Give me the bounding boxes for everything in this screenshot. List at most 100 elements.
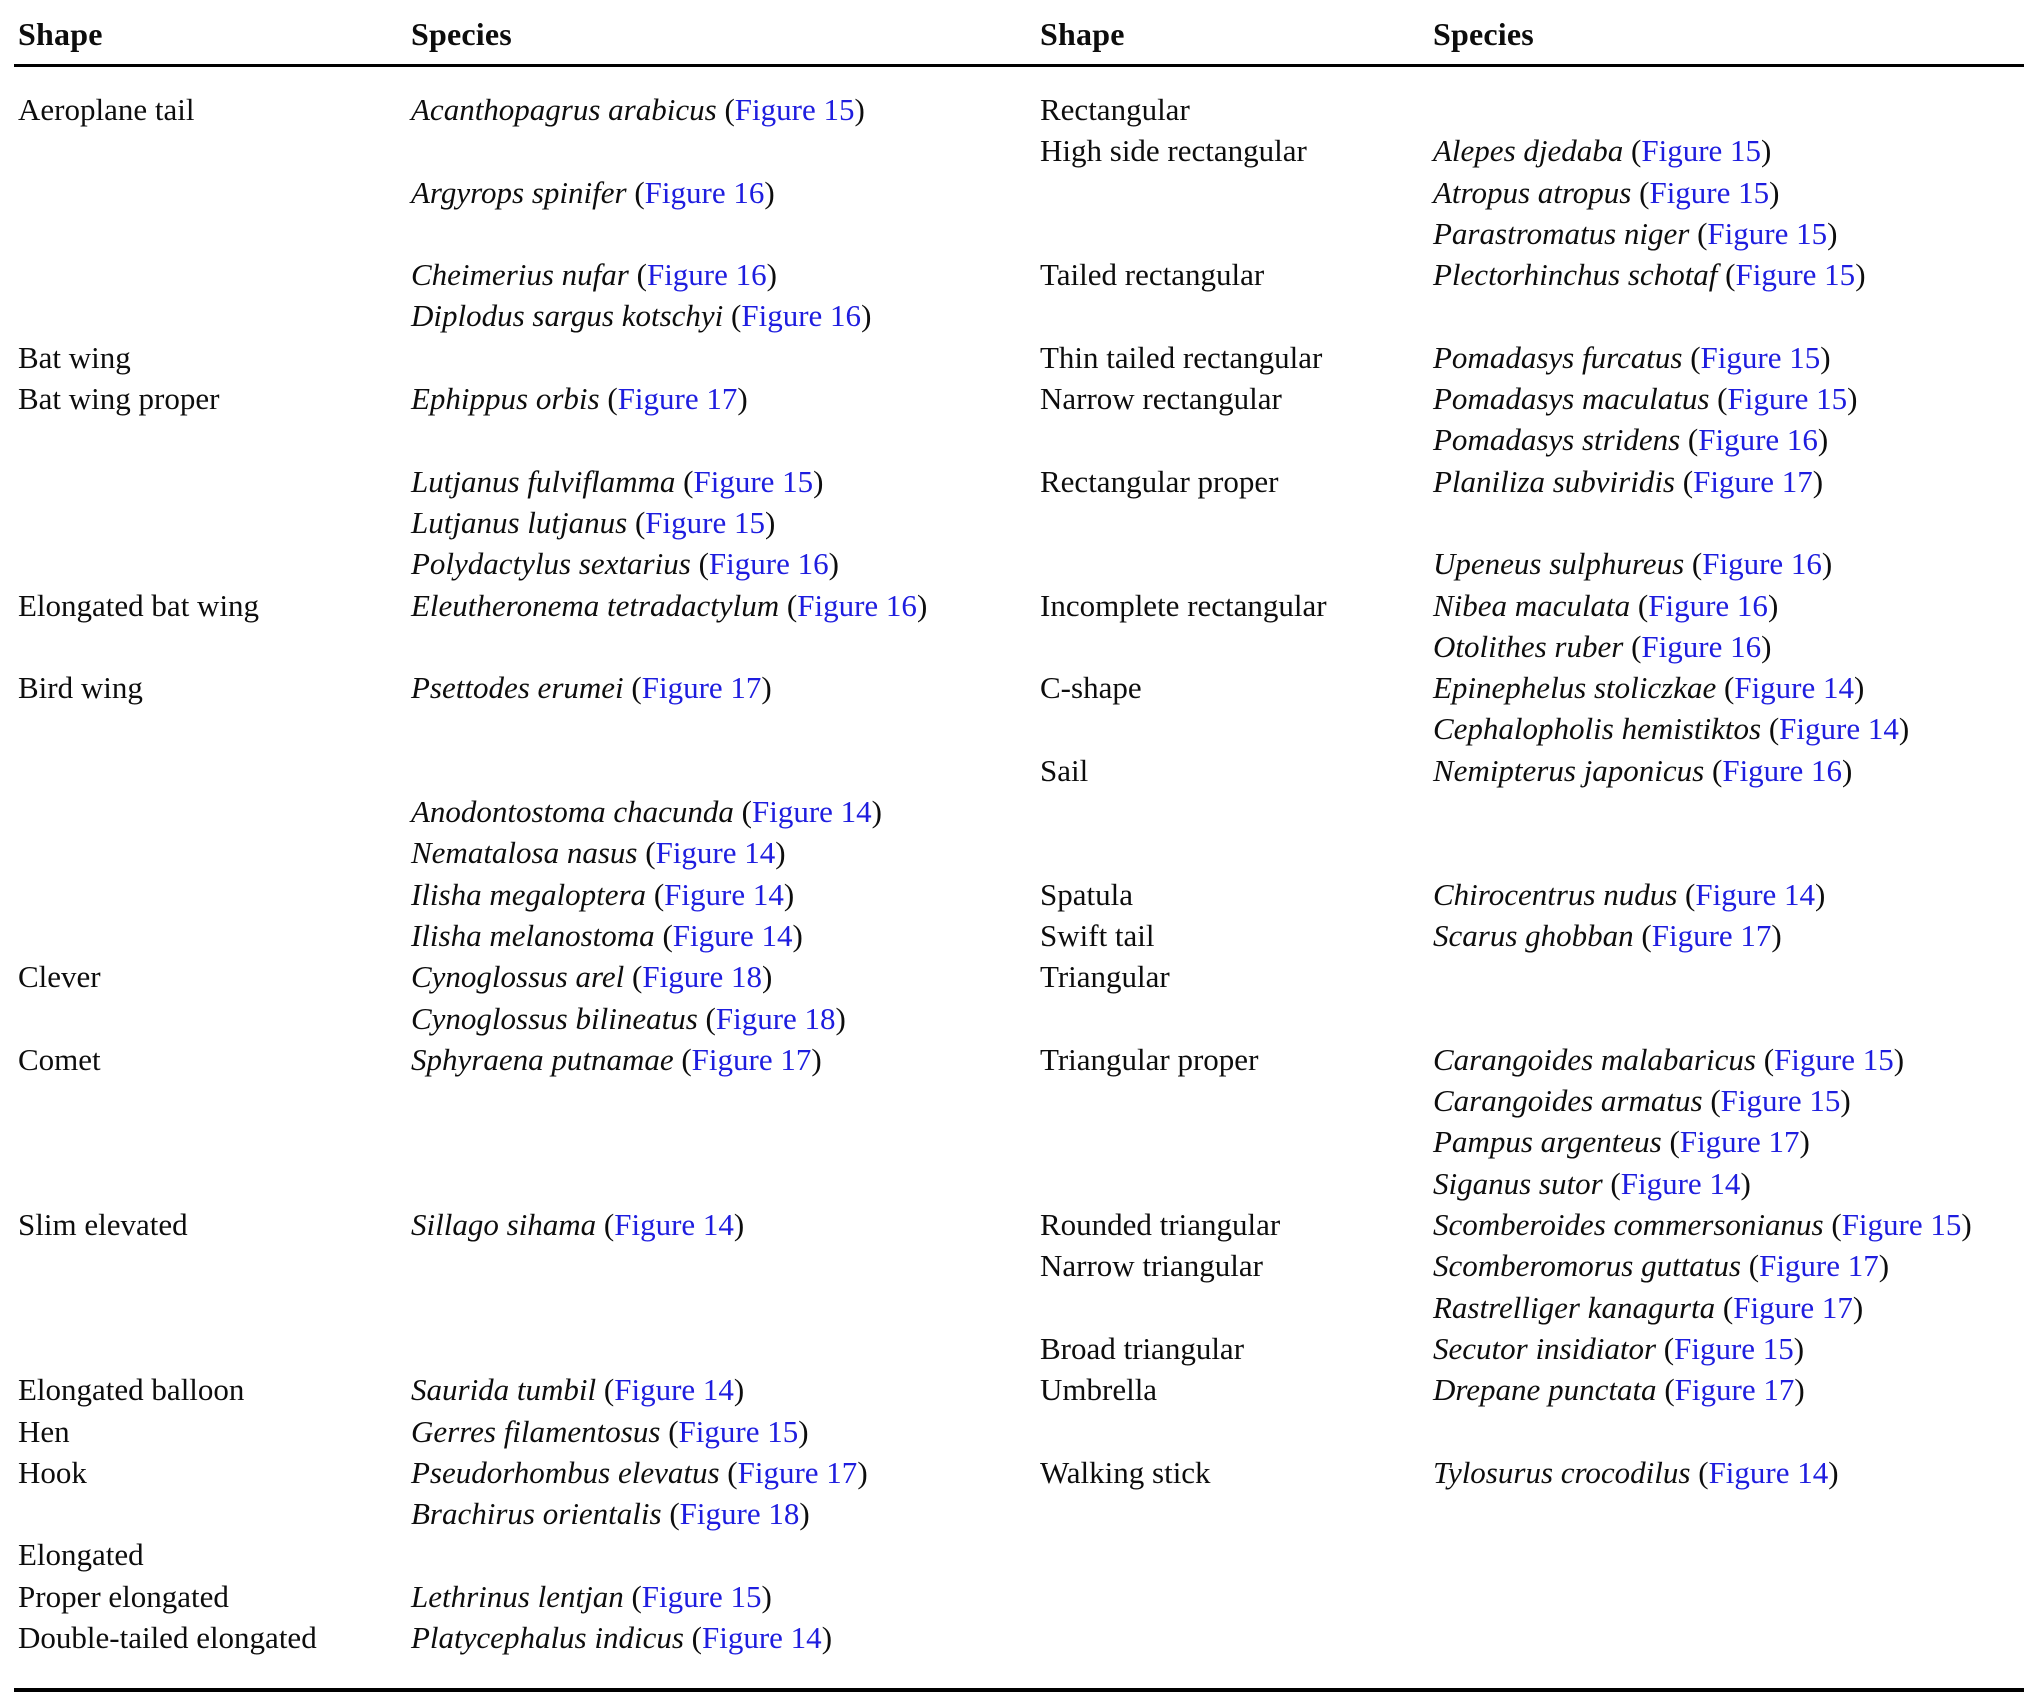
figure-link[interactable]: Figure 17 (1674, 1372, 1795, 1408)
open-paren: ( (1763, 1041, 1775, 1077)
species-cell-left: Sphyraena putnamae (Figure 17) (411, 1039, 1040, 1080)
figure-link[interactable]: Figure 16 (646, 257, 767, 293)
species-cell-left: Ephippus orbis (Figure 17) (411, 378, 1040, 419)
figure-link[interactable]: Figure 18 (715, 1000, 836, 1036)
figure-link[interactable]: Figure 17 (691, 1041, 812, 1077)
figure-link[interactable]: Figure 15 (734, 92, 855, 127)
open-paren: ( (662, 917, 673, 953)
figure-link[interactable]: Figure 16 (1641, 628, 1762, 664)
species-name: Otolithes ruber (1433, 628, 1624, 664)
close-paren: ) (1769, 174, 1780, 210)
figure-link[interactable]: Figure 15 (1674, 1330, 1794, 1366)
figure-link[interactable]: Figure 14 (614, 1372, 734, 1408)
close-paren: ) (1794, 1372, 1805, 1408)
shape-cell-left: Double-tailed elongated (18, 1617, 411, 1658)
figure-link[interactable]: Figure 14 (672, 917, 793, 953)
species-cell-right: Rastrelliger kanagurta (Figure 17) (1433, 1287, 2023, 1328)
figure-link[interactable]: Figure 17 (1679, 1124, 1800, 1160)
figure-link[interactable]: Figure 15 (1774, 1041, 1894, 1077)
shape-label: Tailed rectangular (1040, 257, 1265, 293)
figure-link[interactable]: Figure 15 (693, 463, 814, 499)
species-cell-left: () (411, 1121, 1040, 1162)
figure-link[interactable]: Figure 15 (1841, 1207, 1962, 1243)
open-paren: ( (603, 1372, 615, 1408)
figure-link[interactable]: Figure 16 (708, 546, 829, 582)
figure-link[interactable]: Figure 14 (664, 876, 784, 912)
shape-cell-left: Bat wing proper (18, 378, 411, 419)
figure-link[interactable]: Figure 16 (741, 298, 862, 334)
figure-link[interactable]: Figure 15 (641, 1578, 762, 1614)
open-paren: ( (731, 298, 742, 334)
figure-link[interactable]: Figure 17 (1693, 463, 1813, 499)
figure-link[interactable]: Figure 14 (655, 835, 776, 871)
species-cell-left: Ilisha megaloptera (Figure 14) (411, 874, 1040, 915)
open-paren: ( (668, 1413, 679, 1449)
figure-link[interactable]: Figure 14 (1779, 711, 1899, 747)
figure-link[interactable]: Figure 17 (1759, 1248, 1879, 1284)
figure-link[interactable]: Figure 16 (644, 174, 765, 210)
close-paren: ) (761, 1578, 772, 1614)
figure-link[interactable]: Figure 16 (1648, 587, 1768, 623)
species-cell-left: () (411, 419, 1040, 460)
figure-link[interactable]: Figure 17 (641, 670, 762, 706)
species-name: Rastrelliger kanagurta (1433, 1289, 1716, 1325)
shape-label: Triangular (1040, 959, 1170, 995)
figure-link[interactable]: Figure 17 (617, 381, 738, 417)
shape-label: Bat wing proper (18, 381, 220, 417)
shape-label: Incomplete rectangular (1040, 587, 1327, 623)
species-name: Planiliza subviridis (1433, 463, 1675, 499)
shape-cell-right (1040, 502, 1433, 543)
figure-link[interactable]: Figure 15 (1707, 215, 1828, 251)
figure-link[interactable]: Figure 16 (1702, 546, 1822, 582)
open-paren: ( (1724, 670, 1735, 706)
figure-link[interactable]: Figure 14 (1708, 1454, 1829, 1490)
shape-label: Aeroplane tail (18, 92, 195, 127)
figure-link[interactable]: Figure 14 (1695, 876, 1816, 912)
table-row: () Siganus sutor (Figure 14) (18, 1163, 2024, 1204)
figure-link[interactable]: Figure 15 (1641, 133, 1762, 169)
figure-link[interactable]: Figure 17 (1651, 917, 1772, 953)
close-paren: ) (811, 1041, 822, 1077)
figure-link[interactable]: Figure 14 (702, 1619, 822, 1655)
figure-link[interactable]: Figure 16 (1722, 752, 1843, 788)
figure-link[interactable]: Figure 14 (1620, 1165, 1741, 1201)
table-row: Double-tailed elongated Platycephalus in… (18, 1617, 2024, 1658)
figure-link[interactable]: Figure 15 (1649, 174, 1770, 210)
species-cell-right: Pomadasys furcatus (Figure 15) (1433, 337, 2023, 378)
shape-cell-left (18, 626, 411, 667)
species-name: Cynoglossus bilineatus (411, 1000, 698, 1036)
close-paren: ) (798, 1413, 809, 1449)
figure-link[interactable]: Figure 14 (614, 1207, 734, 1243)
open-paren: ( (636, 257, 647, 293)
figure-link[interactable]: Figure 17 (1733, 1289, 1853, 1325)
figure-link[interactable]: Figure 18 (679, 1496, 800, 1532)
figure-link[interactable]: Figure 17 (737, 1454, 858, 1490)
shape-cell-right: Narrow rectangular (1040, 378, 1433, 419)
figure-link[interactable]: Figure 15 (1727, 381, 1848, 417)
figure-link[interactable]: Figure 16 (1698, 422, 1818, 458)
table-row: () Cephalopholis hemistiktos (Figure 14) (18, 708, 2024, 749)
figure-link[interactable]: Figure 14 (751, 794, 872, 830)
species-name: Acanthopagrus arabicus (411, 92, 717, 127)
figure-link[interactable]: Figure 16 (797, 587, 917, 623)
figure-link[interactable]: Figure 15 (645, 504, 765, 540)
figure-link[interactable]: Figure 15 (1700, 339, 1821, 375)
table-row: Elongated () () (18, 1534, 2024, 1575)
figure-link[interactable]: Figure 15 (1735, 257, 1856, 293)
shape-cell-right: Incomplete rectangular (1040, 585, 1433, 626)
shape-label: Bird wing (18, 670, 143, 706)
figure-link[interactable]: Figure 18 (642, 959, 763, 995)
figure-link[interactable]: Figure 15 (678, 1413, 799, 1449)
shape-cell-left: Slim elevated (18, 1204, 411, 1245)
figure-link[interactable]: Figure 15 (1720, 1083, 1841, 1119)
shape-label: High side rectangular (1040, 133, 1307, 169)
species-name: Pseudorhombus elevatus (411, 1454, 720, 1490)
shape-cell-left (18, 1163, 411, 1204)
species-cell-left: Cynoglossus bilineatus (Figure 18) (411, 998, 1040, 1039)
table-row: () High side rectangular Alepes djedaba … (18, 130, 2024, 171)
figure-reference: (Figure 18) (669, 1496, 809, 1531)
figure-link[interactable]: Figure 14 (1734, 670, 1855, 706)
shape-label: Swift tail (1040, 917, 1155, 953)
table-row: Cheimerius nufar (Figure 16) Tailed rect… (18, 254, 2024, 295)
species-cell-left: () (411, 1245, 1040, 1286)
